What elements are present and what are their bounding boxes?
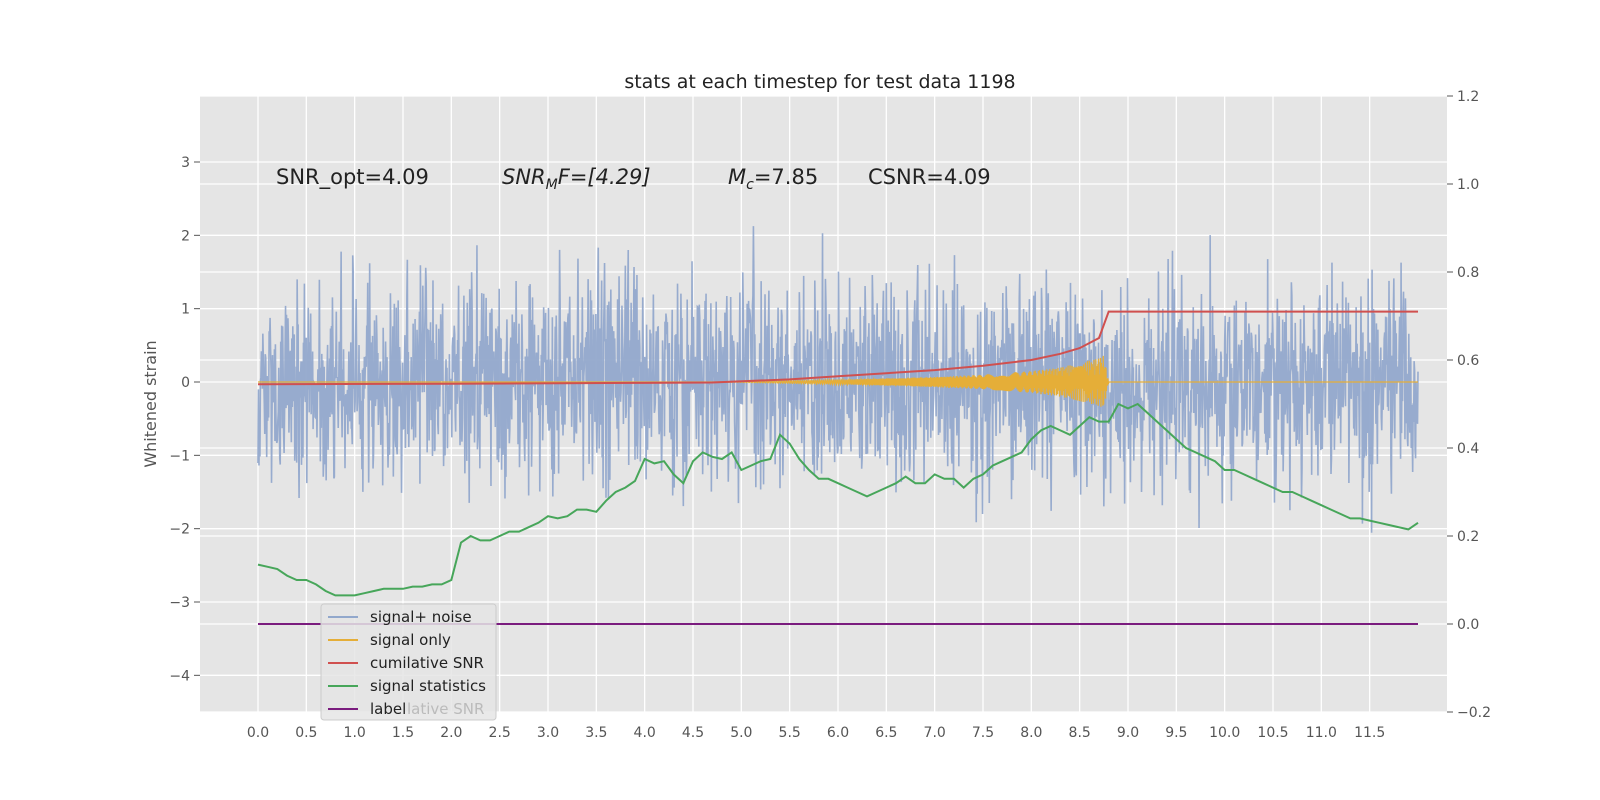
x-tick-label: 8.0	[1020, 725, 1042, 741]
x-tick-label: 3.0	[537, 725, 559, 741]
annotation-mc-main: M	[728, 165, 746, 189]
annotation-snr-mf: SNRMF=[4.29]	[502, 165, 651, 193]
legend-label-signal-statistics: signal statistics	[370, 677, 486, 695]
x-tick-label: 7.5	[972, 725, 994, 741]
y-tick-label: −1	[169, 448, 190, 464]
grid-lines	[200, 95, 1447, 713]
legend-label-signal-noise: signal+ noise	[370, 608, 472, 626]
x-axis-ticks: 0.0 0.5 1.0 1.5 2.0 2.5 3.0 3.5 4.0 4.5 5.0 5.5 6.0 6…	[247, 725, 1385, 741]
x-tick-label: 10.5	[1257, 725, 1288, 741]
x-tick-label: 9.0	[1117, 725, 1139, 741]
series-signal-noise-line	[257, 226, 1419, 533]
x-tick-label: 7.0	[924, 725, 946, 741]
legend-label-cumilative-snr: cumilative SNR	[370, 654, 484, 672]
y-right-tick-label: 0.2	[1457, 529, 1479, 545]
y-axis-right-ticks: −0.2 0.0 0.2 0.4 0.6 0.8 1.0 1.2	[1447, 89, 1491, 721]
y-tick-label: 3	[181, 155, 190, 171]
annotation-mc-sub: c	[746, 177, 754, 193]
annotation-snr-opt: SNR_opt=4.09	[276, 165, 429, 190]
series-signal-statistics-line	[257, 402, 1419, 597]
x-tick-label: 11.0	[1306, 725, 1337, 741]
y-right-tick-label: −0.2	[1457, 705, 1491, 721]
x-tick-label: 6.5	[875, 725, 897, 741]
x-tick-label: 2.0	[440, 725, 462, 741]
chart-title: stats at each timestep for test data 119…	[624, 71, 1015, 93]
x-tick-label: 5.0	[730, 725, 752, 741]
y-axis-ticks: −4 −3 −2 −1 0 1 2 3	[169, 155, 200, 684]
x-tick-label: 5.5	[779, 725, 801, 741]
annotation-snr-mf-sub: M	[546, 177, 558, 193]
x-tick-label: 9.5	[1165, 725, 1187, 741]
signal-noise-trace	[257, 226, 1419, 533]
annotation-csnr: CSNR=4.09	[868, 165, 991, 189]
series-cumilative-snr-line	[257, 310, 1418, 386]
series-layer	[257, 310, 1419, 625]
legend: signal+ noise signal only cumilative SNR…	[320, 603, 497, 721]
annotation-snr-mf-main: SNR	[502, 165, 546, 189]
annotation-mc-rest: =7.85	[754, 165, 818, 189]
y-right-tick-label: 0.0	[1457, 617, 1479, 633]
x-tick-label: 2.5	[489, 725, 511, 741]
y-tick-label: 0	[181, 375, 190, 391]
y-right-tick-label: 1.2	[1457, 89, 1479, 105]
x-tick-label: 11.5	[1354, 725, 1385, 741]
x-tick-label: 1.0	[344, 725, 366, 741]
x-tick-label: 3.5	[585, 725, 607, 741]
y-axis-label: Whitened strain	[141, 340, 160, 467]
legend-label-label: label	[370, 700, 406, 718]
annotation-mc: Mc=7.85	[728, 165, 818, 193]
legend-ghost-text: lative SNR	[407, 700, 484, 718]
series-signal-only-line	[258, 355, 1418, 407]
y-tick-label: −3	[169, 595, 190, 611]
x-tick-label: 1.5	[392, 725, 414, 741]
y-tick-label: 2	[181, 228, 190, 244]
x-tick-label: 6.0	[827, 725, 849, 741]
y-right-tick-label: 0.4	[1457, 441, 1479, 457]
y-right-tick-label: 0.8	[1457, 265, 1479, 281]
x-tick-label: 0.0	[247, 725, 269, 741]
x-tick-label: 0.5	[295, 725, 317, 741]
y-tick-label: −2	[169, 522, 190, 538]
x-tick-label: 4.5	[682, 725, 704, 741]
x-tick-label: 8.5	[1069, 725, 1091, 741]
legend-box	[320, 603, 497, 721]
x-tick-label: 10.0	[1209, 725, 1240, 741]
legend-label-signal-only: signal only	[370, 631, 451, 649]
x-tick-label: 4.0	[634, 725, 656, 741]
y-right-tick-label: 0.6	[1457, 353, 1479, 369]
y-tick-label: −4	[169, 668, 190, 684]
annotation-snr-mf-rest: F=[4.29]	[558, 165, 651, 189]
y-tick-label: 1	[181, 302, 190, 318]
y-right-tick-label: 1.0	[1457, 177, 1479, 193]
